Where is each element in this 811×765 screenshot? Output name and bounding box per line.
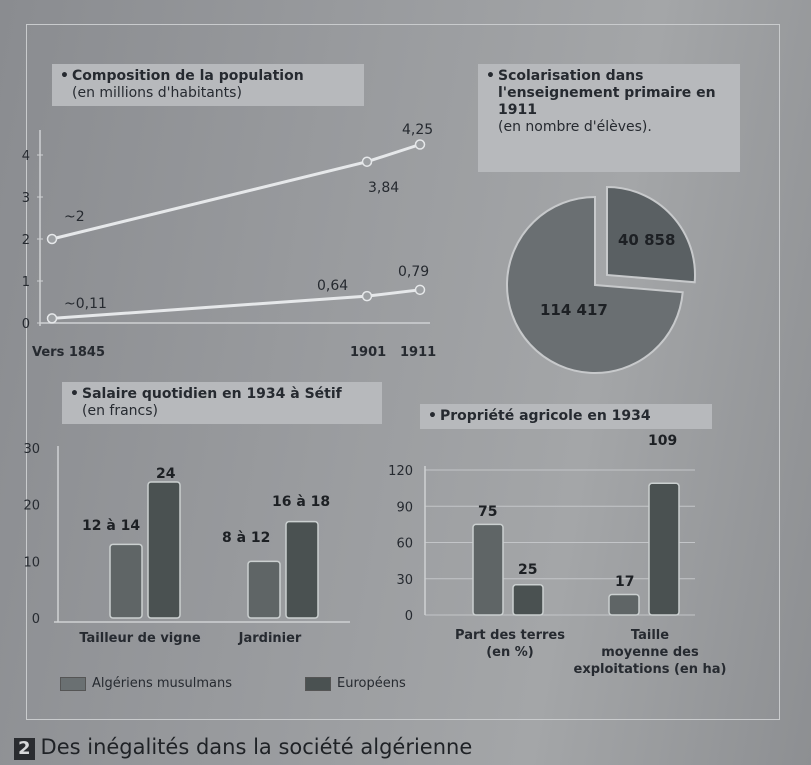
figure-frame bbox=[26, 24, 780, 720]
wage-subtitle: (en francs) bbox=[82, 403, 158, 419]
wage-bar-muslim bbox=[247, 560, 281, 619]
y-tick-label: 30 bbox=[23, 442, 40, 457]
population-point bbox=[46, 233, 58, 245]
land-data-label: 25 bbox=[518, 562, 537, 578]
wage-data-label: 12 à 14 bbox=[82, 518, 140, 534]
x-category-label: 1901 bbox=[350, 345, 386, 360]
population-data-label: 0,79 bbox=[398, 264, 429, 280]
legend-european: Européens bbox=[305, 676, 406, 691]
y-tick-label: 1 bbox=[22, 275, 30, 290]
y-tick-label: 4 bbox=[22, 149, 30, 164]
x-category-label: Vers 1845 bbox=[32, 345, 105, 360]
figure-caption: 2 Des inégalités dans la société algérien… bbox=[14, 735, 472, 760]
y-tick-label: 0 bbox=[32, 612, 40, 627]
x-category-label: moyenne des bbox=[601, 645, 699, 660]
caption-text: Des inégalités dans la société algérienn… bbox=[40, 735, 473, 759]
land-title: Propriété agricole en 1934 bbox=[440, 408, 651, 424]
y-tick-label: 10 bbox=[23, 555, 40, 570]
x-category-label: Jardinier bbox=[238, 631, 302, 646]
population-point bbox=[414, 284, 426, 296]
population-data-label: ~0,11 bbox=[64, 296, 107, 312]
legend-swatch-muslim bbox=[60, 676, 86, 691]
bullet-icon: • bbox=[70, 386, 79, 402]
wage-data-label: 24 bbox=[156, 466, 176, 482]
land-bar-muslim bbox=[608, 593, 640, 616]
population-data-label: 3,84 bbox=[368, 180, 399, 196]
y-tick-label: 2 bbox=[22, 233, 30, 248]
land-bar-muslim bbox=[472, 523, 504, 616]
x-category-label: Taille bbox=[631, 628, 669, 643]
land-bar-european bbox=[512, 584, 544, 616]
y-tick-label: 90 bbox=[396, 500, 413, 515]
population-chart: 0 1 2 3 4 ~2 3,84 4,25 ~0,11 0,64 0,79 Vers 1845 190… bbox=[22, 122, 436, 360]
land-title-box: • Propriété agricole en 1934 bbox=[420, 404, 712, 429]
legend-swatch-european bbox=[305, 676, 331, 691]
caption-number: 2 bbox=[14, 738, 35, 760]
wage-bar-european bbox=[147, 481, 181, 619]
population-data-label: 0,64 bbox=[317, 278, 348, 294]
wage-title: Salaire quotidien en 1934 à Sétif bbox=[82, 386, 342, 402]
legend-muslim: Algériens musulmans bbox=[60, 676, 232, 691]
x-category-label: exploitations (en ha) bbox=[574, 662, 727, 677]
legend-european-label: Européens bbox=[337, 676, 406, 691]
land-bar-european bbox=[648, 482, 680, 616]
school-title-box: • Scolarisation dans l'enseignement prim… bbox=[478, 64, 740, 172]
land-data-label: 17 bbox=[615, 574, 634, 590]
bullet-icon: • bbox=[486, 68, 495, 84]
population-subtitle: (en millions d'habitants) bbox=[72, 85, 242, 101]
population-point bbox=[46, 313, 58, 324]
pie-label-muslim: 114 417 bbox=[540, 301, 608, 319]
pie-slice-european bbox=[606, 185, 696, 284]
population-title-box: • Composition de la population (en milli… bbox=[52, 64, 364, 106]
wage-data-label: 8 à 12 bbox=[222, 530, 270, 546]
population-point bbox=[361, 156, 373, 167]
school-pie-chart: 40 858 114 417 bbox=[506, 185, 696, 374]
y-tick-label: 60 bbox=[396, 537, 413, 552]
land-data-label: 75 bbox=[478, 504, 497, 520]
x-category-label: Part des terres bbox=[455, 628, 565, 643]
x-category-label: Tailleur de vigne bbox=[79, 631, 200, 646]
population-data-label: 4,25 bbox=[402, 122, 433, 138]
y-tick-label: 3 bbox=[22, 191, 30, 206]
school-title: Scolarisation dans l'enseignement primai… bbox=[498, 68, 716, 118]
bullet-icon: • bbox=[428, 408, 437, 424]
wage-data-label: 16 à 18 bbox=[272, 494, 330, 510]
wage-chart: 0 10 20 30 12 à 14 24 Tailleur de vigne 8 à 12 1… bbox=[23, 442, 350, 646]
population-point bbox=[361, 290, 373, 302]
y-tick-label: 30 bbox=[396, 573, 413, 588]
y-tick-label: 0 bbox=[405, 609, 413, 624]
y-tick-label: 120 bbox=[388, 464, 413, 479]
pie-label-european: 40 858 bbox=[618, 231, 675, 249]
bullet-icon: • bbox=[60, 68, 69, 84]
school-subtitle: (en nombre d'élèves). bbox=[498, 119, 652, 135]
population-title: Composition de la population bbox=[72, 68, 304, 84]
land-chart: 0 30 60 90 120 75 25 Part des terres (en %) 17 109… bbox=[388, 433, 727, 677]
wage-bar-muslim bbox=[109, 543, 143, 619]
x-category-label: 1911 bbox=[400, 345, 436, 360]
population-data-label: ~2 bbox=[64, 209, 85, 225]
pie-slice-muslim bbox=[506, 195, 684, 374]
legend-muslim-label: Algériens musulmans bbox=[92, 676, 233, 691]
x-category-label: (en %) bbox=[486, 645, 534, 660]
wage-bar-european bbox=[285, 520, 319, 619]
y-tick-label: 0 bbox=[22, 317, 30, 332]
land-data-label: 109 bbox=[648, 433, 677, 449]
y-tick-label: 20 bbox=[23, 499, 40, 514]
population-point bbox=[414, 139, 426, 150]
wage-title-box: • Salaire quotidien en 1934 à Sétif (en … bbox=[62, 382, 382, 424]
